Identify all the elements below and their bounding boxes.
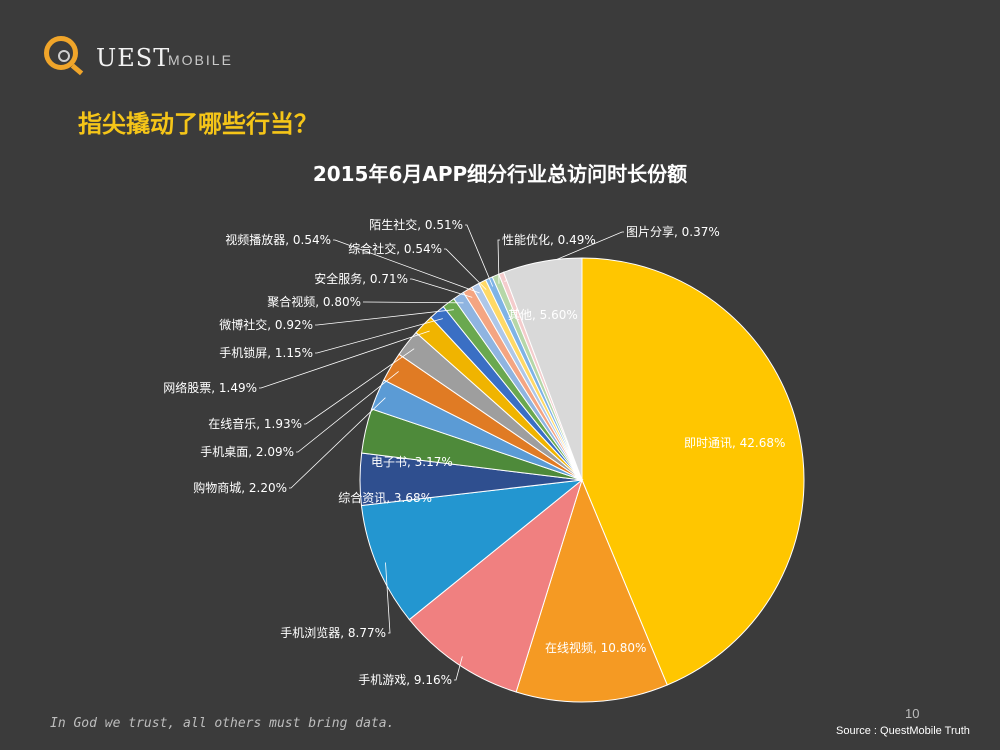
pie-label-1: 在线视频, 10.80% [545, 640, 646, 655]
pie-label-10: 手机锁屏, 1.15% [219, 345, 313, 360]
pie-label-7: 手机桌面, 2.09% [200, 445, 294, 459]
pie-leader-line-9 [259, 330, 430, 389]
pie-leader-line-12 [363, 301, 464, 304]
pie-leader-line-15 [444, 248, 487, 290]
pie-leader-line-17 [497, 239, 500, 284]
page-heading: 指尖撬动了哪些行当？ [78, 110, 318, 138]
pie-leader-line-2 [454, 656, 463, 681]
pie-label-9: 网络股票, 1.49% [163, 380, 257, 395]
pie-leader-line-7 [296, 371, 399, 453]
pie-leader-line-11 [315, 309, 454, 326]
pie-slice-1 [515, 478, 668, 703]
footer-quote: In God we trust, all others must bring d… [50, 716, 395, 731]
pie-label-2: 手机游戏, 9.16% [358, 673, 452, 687]
pie-label-3: 手机浏览器, 8.77% [280, 625, 386, 640]
pie-leader-line-10 [315, 318, 443, 354]
logo-q-icon [44, 36, 78, 70]
pie-label-16: 陌生社交, 0.51% [369, 217, 463, 232]
pie-label-11: 微博社交, 0.92% [219, 317, 313, 332]
pie-leader-line-8 [304, 348, 415, 425]
pie-slice-19 [503, 257, 583, 481]
pie-leader-line-14 [333, 239, 480, 294]
pie-label-17: 性能优化, 0.49% [502, 233, 596, 247]
page-number: 10 [905, 706, 920, 721]
pie-label-15: 综合社交, 0.54% [348, 241, 442, 256]
pie-label-18: 图片分享, 0.37% [626, 224, 720, 239]
pie-label-14: 视频播放器, 0.54% [225, 232, 331, 247]
pie-label-6: 购物商城, 2.20% [193, 480, 287, 495]
pie-label-8: 在线音乐, 1.93% [208, 416, 302, 431]
pie-label-0: 即时通讯, 42.68% [684, 436, 785, 450]
questmobile-logo: UEST MOBILE [44, 36, 244, 80]
pie-label-13: 安全服务, 0.71% [314, 271, 408, 286]
pie-leader-line-16 [465, 224, 494, 287]
source-note: Source : QuestMobile Truth [836, 725, 970, 737]
chart-title: 2015年6月APP细分行业总访问时长份额 [312, 162, 688, 186]
pie-label-12: 聚合视频, 0.80% [267, 294, 361, 309]
pie-slice-3 [360, 479, 584, 621]
pie-leader-line-3 [385, 562, 391, 634]
pie-slice-0 [581, 257, 805, 686]
pie-slice-2 [408, 478, 583, 693]
pie-label-4: 综合资讯, 3.68% [338, 490, 432, 505]
pie-leader-line-6 [289, 397, 386, 489]
logo-sub-text: MOBILE [168, 52, 233, 68]
pie-label-5: 电子书, 3.17% [371, 455, 453, 469]
logo-brand-text: UEST [96, 44, 171, 72]
pie-leader-line-13 [410, 278, 473, 298]
pie-label-19: 其他, 5.60% [508, 308, 578, 322]
